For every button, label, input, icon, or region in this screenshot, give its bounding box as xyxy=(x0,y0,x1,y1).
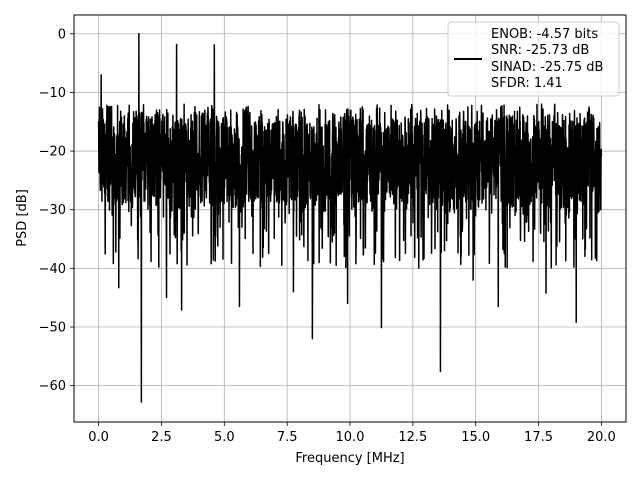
legend-sinad: SINAD: -25.75 dB xyxy=(491,60,603,75)
x-tick-label: 20.0 xyxy=(587,430,616,445)
psd-series xyxy=(97,33,603,403)
x-axis-label: Frequency [MHz] xyxy=(295,451,404,466)
x-tick-label: 12.5 xyxy=(398,430,427,445)
x-tick-label: 15.0 xyxy=(461,430,490,445)
y-tick-label: −20 xyxy=(39,145,66,160)
y-axis-label: PSD [dB] xyxy=(15,189,30,247)
legend: ENOB: -4.57 bits SNR: -25.73 dB SINAD: -… xyxy=(447,21,620,97)
x-tick-label: 0.0 xyxy=(88,430,109,445)
legend-enob: ENOB: -4.57 bits xyxy=(491,27,598,42)
x-tick-label: 5.0 xyxy=(214,430,235,445)
x-tick-label: 7.5 xyxy=(277,430,298,445)
y-tick-label: −50 xyxy=(39,320,66,335)
y-tick-label: −30 xyxy=(39,203,66,218)
x-tick-label: 10.0 xyxy=(336,430,365,445)
legend-sfdr: SFDR: 1.41 xyxy=(491,76,563,91)
psd-line xyxy=(97,33,603,403)
y-tick-label: −60 xyxy=(39,379,66,394)
legend-snr: SNR: -25.73 dB xyxy=(491,43,589,58)
y-tick-label: −40 xyxy=(39,262,66,277)
x-tick-label: 17.5 xyxy=(524,430,553,445)
x-tick-label: 2.5 xyxy=(151,430,172,445)
y-tick-label: 0 xyxy=(58,27,66,42)
y-tick-label: −10 xyxy=(39,86,66,101)
axis-ticks: 0.0 2.5 5.0 7.5 10.0 12.5 15.0 17.5 20.0 0 −10 −20 −… xyxy=(39,27,616,445)
legend-box xyxy=(447,21,620,97)
